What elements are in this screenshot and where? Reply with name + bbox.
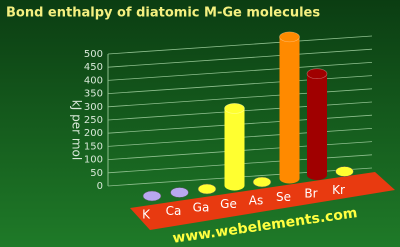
y-tick-label: 250 xyxy=(84,115,103,126)
x-tick-label: Se xyxy=(276,190,291,204)
grid-line xyxy=(107,62,373,81)
grid-line xyxy=(107,35,373,55)
grid-line xyxy=(107,75,373,94)
bar xyxy=(307,73,327,175)
grid-line xyxy=(107,48,373,68)
x-tick-label: Ga xyxy=(193,201,210,215)
y-tick-label: 450 xyxy=(84,62,103,73)
bar xyxy=(224,108,245,186)
x-tick-label: K xyxy=(142,208,151,222)
bar-top xyxy=(279,31,300,43)
no-data-disc xyxy=(197,183,217,195)
no-data-disc xyxy=(335,166,354,177)
y-axis-label: kJ per mol xyxy=(70,100,84,160)
y-tick-label: 200 xyxy=(84,128,103,139)
y-tick-label: 350 xyxy=(84,89,103,100)
y-tick-label: 150 xyxy=(84,141,103,152)
no-data-disc xyxy=(170,187,189,198)
y-tick-label: 300 xyxy=(84,102,103,113)
x-tick-label: Ca xyxy=(166,204,182,218)
y-tick-label: 0 xyxy=(97,181,103,192)
floor xyxy=(130,172,395,230)
x-tick-label: Br xyxy=(304,187,317,201)
chart-title: Bond enthalpy of diatomic M-Ge molecules xyxy=(6,6,320,21)
bar-top xyxy=(306,68,328,79)
no-data-disc xyxy=(142,190,162,202)
bar xyxy=(279,36,300,179)
x-tick-label: Kr xyxy=(332,183,345,197)
grid-line xyxy=(107,88,373,108)
y-tick-label: 50 xyxy=(90,168,103,179)
x-tick-label: As xyxy=(249,194,263,208)
no-data-disc xyxy=(252,176,272,188)
y-tick-label: 400 xyxy=(84,75,103,86)
bar-top xyxy=(224,103,245,114)
x-tick-label: Ge xyxy=(220,197,237,211)
y-tick-label: 500 xyxy=(84,49,103,60)
y-tick-label: 100 xyxy=(84,155,103,166)
